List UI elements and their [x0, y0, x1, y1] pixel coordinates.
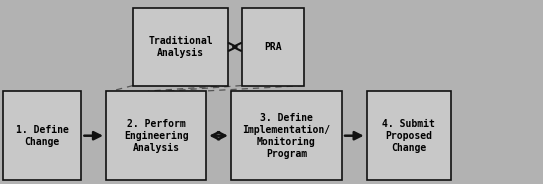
Text: 2. Perform
Engineering
Analysis: 2. Perform Engineering Analysis	[124, 119, 188, 153]
Bar	[106, 91, 206, 180]
Text: PRA: PRA	[264, 42, 282, 52]
Bar	[3, 91, 81, 180]
Text: 3. Define
Implementation/
Monitoring
Program: 3. Define Implementation/ Monitoring Pro…	[242, 113, 331, 159]
Bar	[367, 91, 451, 180]
Text: 1. Define
Change: 1. Define Change	[16, 125, 68, 147]
Text: Traditional
Analysis: Traditional Analysis	[148, 36, 213, 58]
Bar	[231, 91, 342, 180]
Bar	[242, 8, 304, 86]
Bar	[133, 8, 228, 86]
Text: 4. Submit
Proposed
Change: 4. Submit Proposed Change	[382, 119, 435, 153]
